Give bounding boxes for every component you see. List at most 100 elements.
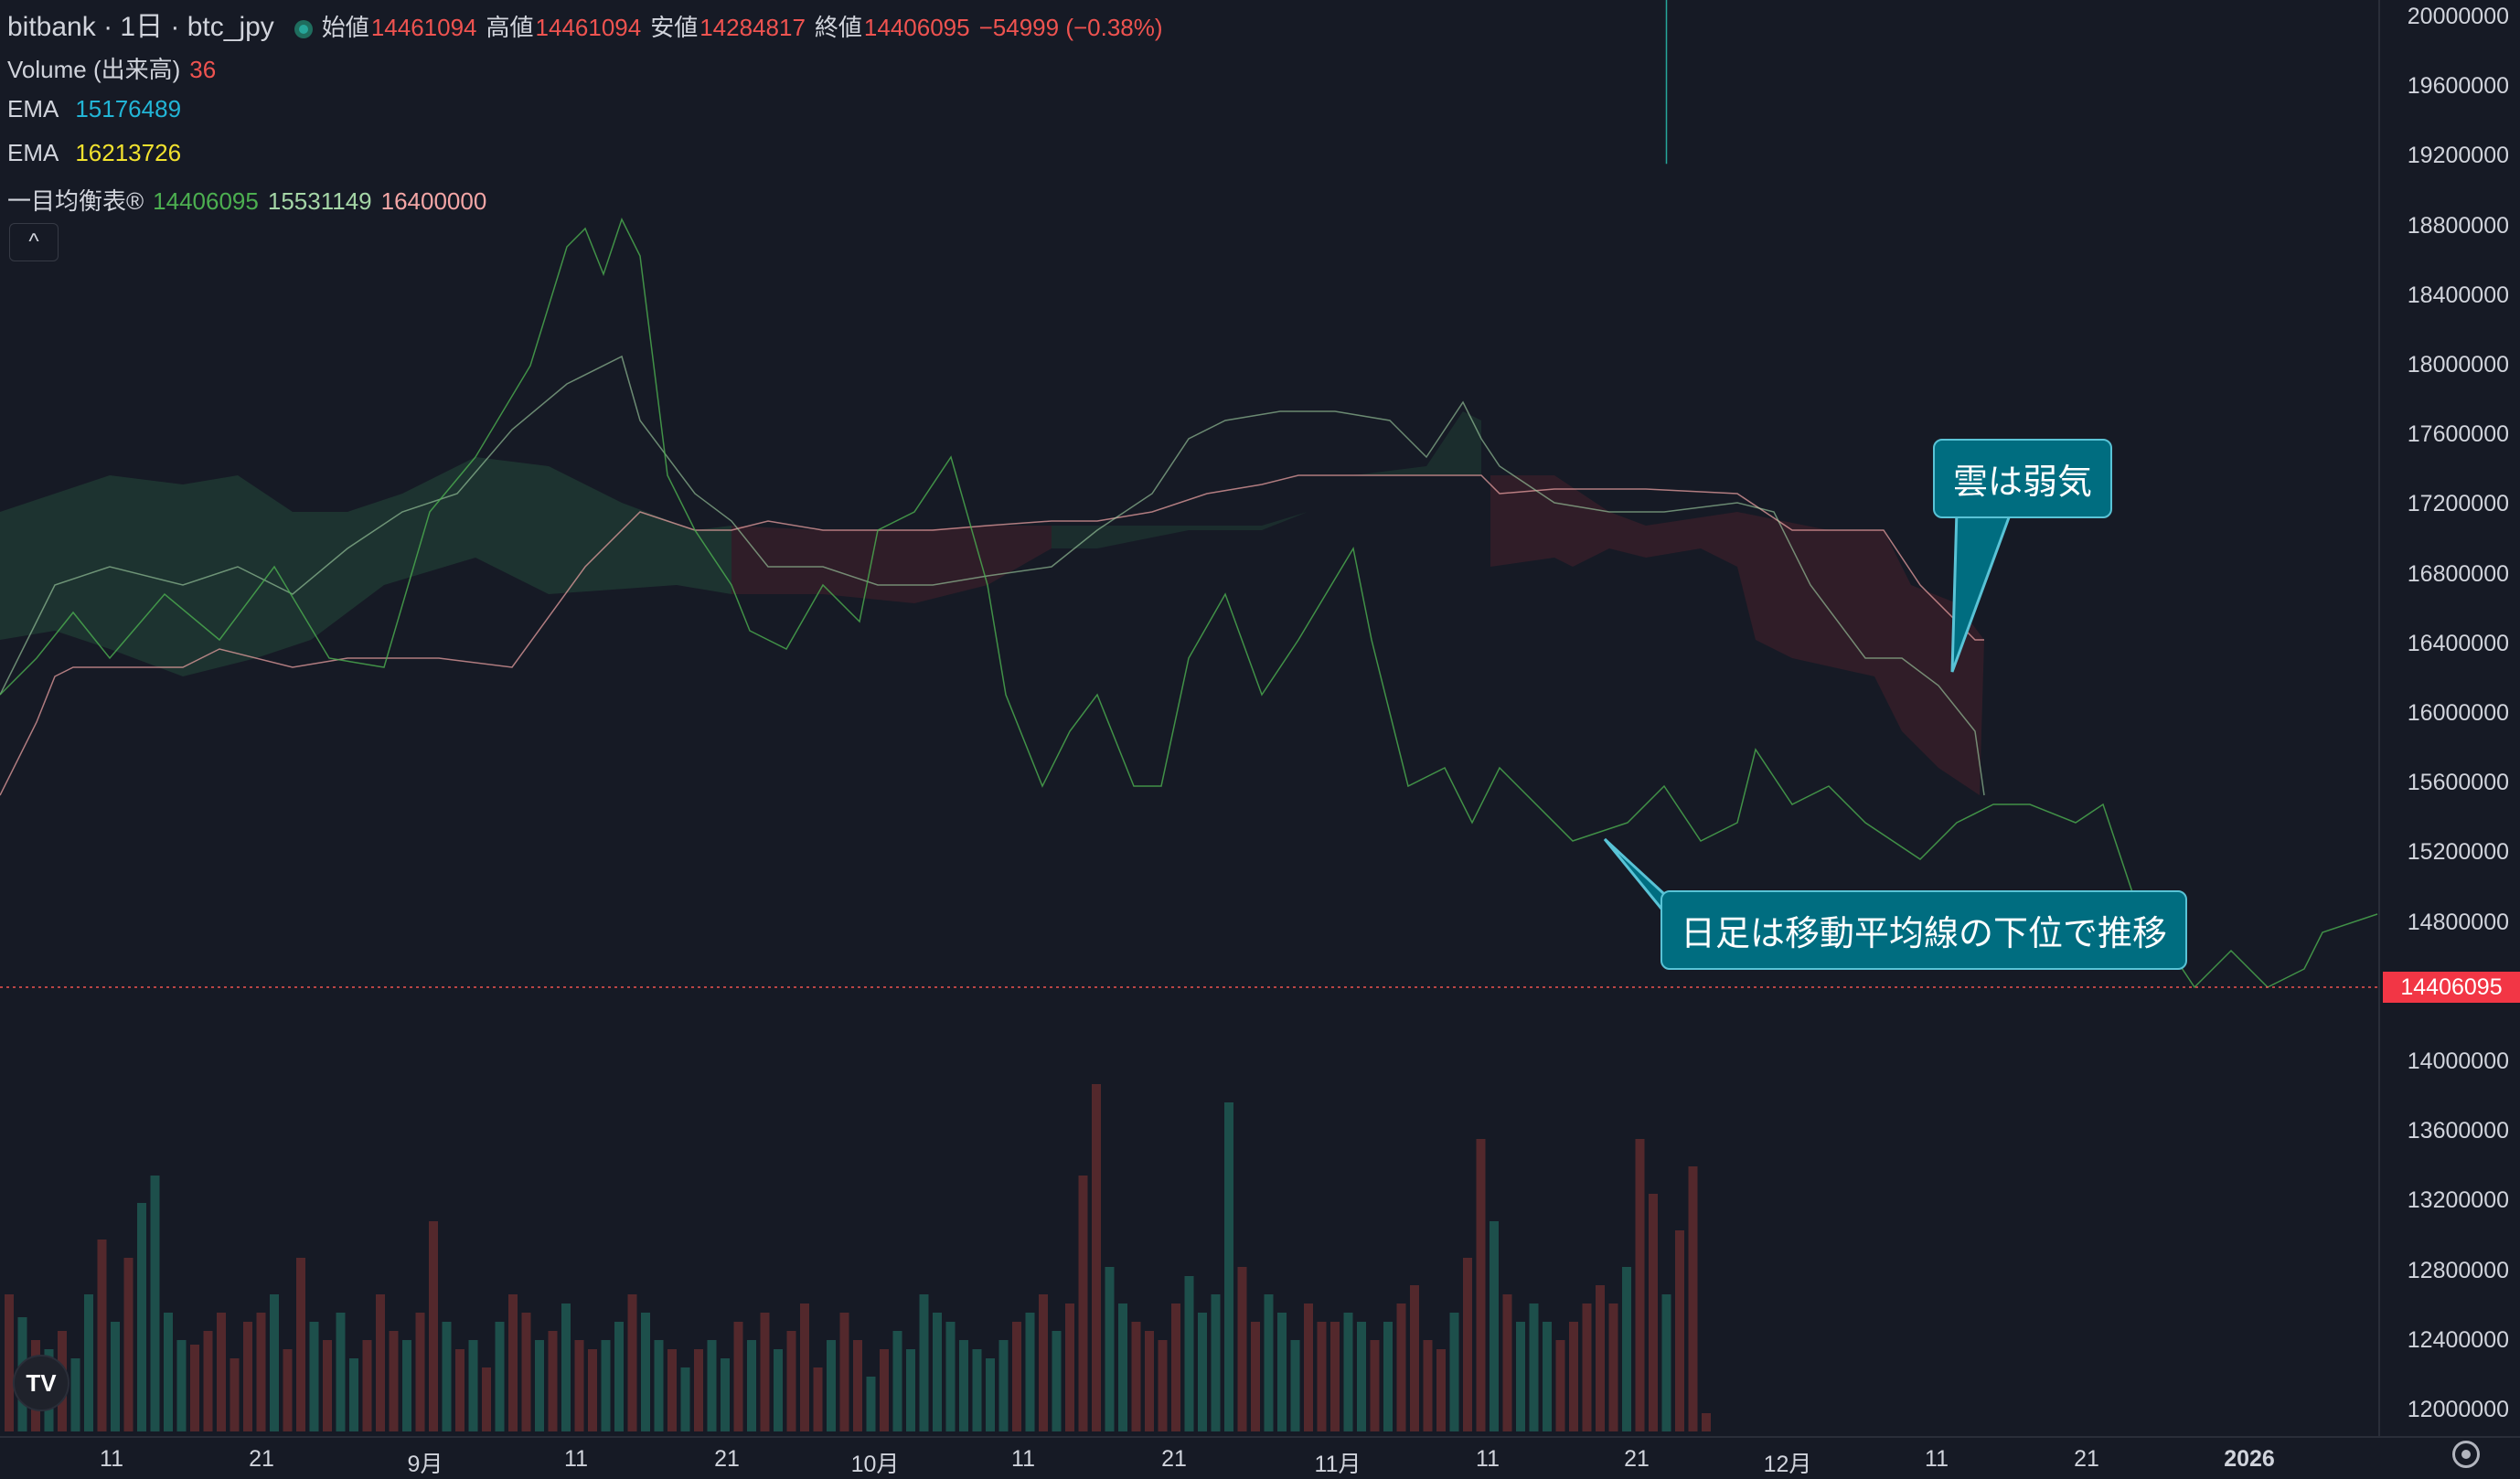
y-tick-label: 16000000 [2407,700,2509,726]
cloud-bear-area [1490,475,1984,795]
tradingview-logo[interactable]: TV [13,1355,69,1411]
volume-bar [1025,1313,1035,1431]
volume-bar [721,1358,730,1431]
volume-bar [654,1340,664,1431]
ema-slow-legend[interactable]: EMA 16213726 [7,139,190,167]
volume-bar [468,1340,478,1431]
y-tick-label: 14800000 [2407,909,2509,935]
volume-bar [1277,1313,1287,1431]
volume-bar [296,1258,305,1431]
volume-bar [986,1358,995,1431]
volume-bar [123,1258,133,1431]
volume-bar [1502,1294,1512,1431]
volume-bar [998,1340,1009,1431]
low-value: 14284817 [699,14,806,41]
volume-bar [203,1331,213,1431]
volume-bar [1516,1322,1525,1431]
x-tick-label: 12月 [1763,1452,1812,1477]
volume-bar [535,1340,544,1431]
ichimoku-value-3: 16400000 [380,187,487,215]
ema-fast-label: EMA [7,95,59,122]
x-tick-label: 21 [714,1446,740,1472]
volume-bar [402,1340,411,1431]
volume-bar [959,1340,968,1431]
volume-bar [1304,1303,1313,1431]
volume-bar [786,1331,796,1431]
y-tick-label: 15600000 [2407,770,2509,796]
volume-bar [827,1340,836,1431]
high-label: 高値 [486,14,534,41]
x-tick-label: 9月 [407,1452,443,1477]
change-value: −54999 (−0.38%) [978,14,1163,41]
volume-bar [429,1221,438,1431]
ichimoku-label: 一目均衡表® [7,187,144,215]
y-tick-label: 12800000 [2407,1257,2509,1283]
open-value: 14461094 [370,14,477,41]
volume-bar [376,1294,385,1431]
volume-bar [892,1331,902,1431]
volume-bar [680,1367,690,1431]
cloud-bull-area [0,457,731,676]
y-tick-label: 17200000 [2407,491,2509,517]
cloud-bear-area [731,526,1052,603]
volume-bar [1065,1303,1074,1431]
ichimoku-kijun-line [0,474,1984,796]
ema-fast-legend[interactable]: EMA 15176489 [7,95,190,123]
volume-bar [1237,1267,1247,1431]
volume-bar [256,1313,266,1431]
volume-bar [800,1303,809,1431]
volume-bar [309,1322,319,1431]
x-tick-label: 21 [249,1446,274,1472]
candlesticks[interactable] [5,0,1684,165]
volume-bar [1569,1322,1578,1431]
volume-bar [1357,1322,1366,1431]
cloud-callout: 雲は弱気 [1933,439,2113,518]
y-tick-label: 18000000 [2407,352,2509,378]
x-tick-label: 11 [1925,1446,1949,1472]
volume-bar [1635,1139,1645,1431]
chevron-up-icon: ^ [28,229,39,254]
volume-bar [1463,1258,1472,1431]
volume-bar [70,1358,80,1431]
gear-icon[interactable] [2452,1441,2480,1468]
x-tick-label: 21 [2074,1446,2099,1472]
y-tick-label: 18400000 [2407,282,2509,308]
volume-legend[interactable]: Volume (出来高) 36 [7,51,225,85]
x-tick-label: 11 [1011,1446,1035,1472]
volume-bar [5,1294,14,1431]
low-label: 安値 [650,14,699,41]
volume-bar [1211,1294,1221,1431]
volume-bar [1330,1322,1340,1431]
ichimoku-legend[interactable]: 一目均衡表® 14406095 15531149 16400000 [7,183,496,217]
volume-bar [1383,1322,1393,1431]
volume-bar [323,1340,332,1431]
volume-bar [84,1294,93,1431]
volume-bar [1290,1340,1300,1431]
volume-bar [164,1313,173,1431]
ichimoku-senkou-line [0,355,1985,796]
volume-bar [1198,1313,1207,1431]
collapse-legend-button[interactable]: ^ [9,223,59,261]
volume-bar [919,1294,929,1431]
volume-bar [1052,1331,1062,1431]
volume-bar [150,1176,160,1431]
volume-bar [270,1294,279,1431]
x-tick-label: 11 [100,1446,123,1472]
y-tick-label: 15200000 [2407,839,2509,866]
volume-bar [495,1322,505,1431]
volume-bar [243,1322,252,1431]
symbol-title[interactable]: bitbank · 1日 · btc_jpy [7,12,274,42]
cloud-bull-area [1052,411,1481,548]
volume-bar [1423,1340,1433,1431]
volume-bar [521,1313,531,1431]
volume-bar [1184,1276,1194,1431]
volume-bar [880,1349,889,1431]
volume-bar [389,1331,399,1431]
close-value: 14406095 [863,14,970,41]
volume-bar [442,1322,452,1431]
y-tick-label: 16800000 [2407,560,2509,587]
y-tick-label: 20000000 [2407,4,2509,29]
high-value: 14461094 [535,14,642,41]
volume-bar [1092,1084,1101,1431]
